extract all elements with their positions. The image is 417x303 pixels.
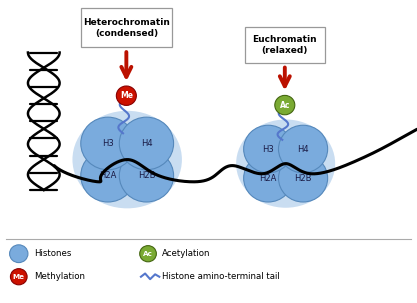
Ellipse shape bbox=[73, 111, 182, 208]
Text: H3: H3 bbox=[102, 139, 114, 148]
Text: Me: Me bbox=[13, 274, 25, 280]
Text: H4: H4 bbox=[297, 145, 309, 154]
Text: Euchromatin
(relaxed): Euchromatin (relaxed) bbox=[253, 35, 317, 55]
Circle shape bbox=[119, 117, 173, 170]
Ellipse shape bbox=[236, 119, 335, 208]
Circle shape bbox=[244, 125, 293, 173]
Text: H2A: H2A bbox=[99, 171, 117, 180]
FancyBboxPatch shape bbox=[244, 27, 325, 63]
Text: H4: H4 bbox=[141, 139, 152, 148]
Text: Me: Me bbox=[120, 91, 133, 100]
Circle shape bbox=[116, 86, 136, 105]
Text: H2B: H2B bbox=[294, 174, 312, 183]
Circle shape bbox=[244, 155, 293, 202]
Text: H2A: H2A bbox=[259, 174, 277, 183]
Circle shape bbox=[275, 95, 295, 115]
FancyBboxPatch shape bbox=[81, 8, 172, 47]
Circle shape bbox=[10, 269, 27, 285]
Circle shape bbox=[81, 117, 135, 170]
Text: Histone amino-terminal tail: Histone amino-terminal tail bbox=[162, 272, 279, 281]
Text: Ac: Ac bbox=[279, 101, 290, 110]
Text: H2B: H2B bbox=[138, 171, 155, 180]
Text: Methylation: Methylation bbox=[34, 272, 85, 281]
Text: Heterochromatin
(condensed): Heterochromatin (condensed) bbox=[83, 18, 170, 38]
Circle shape bbox=[279, 125, 328, 173]
Text: H3: H3 bbox=[262, 145, 274, 154]
Circle shape bbox=[119, 149, 173, 202]
Circle shape bbox=[10, 245, 28, 263]
Circle shape bbox=[279, 155, 328, 202]
Circle shape bbox=[140, 246, 156, 262]
Circle shape bbox=[81, 149, 135, 202]
Text: Acetylation: Acetylation bbox=[162, 249, 210, 258]
Text: Ac: Ac bbox=[143, 251, 153, 257]
Text: Histones: Histones bbox=[34, 249, 72, 258]
